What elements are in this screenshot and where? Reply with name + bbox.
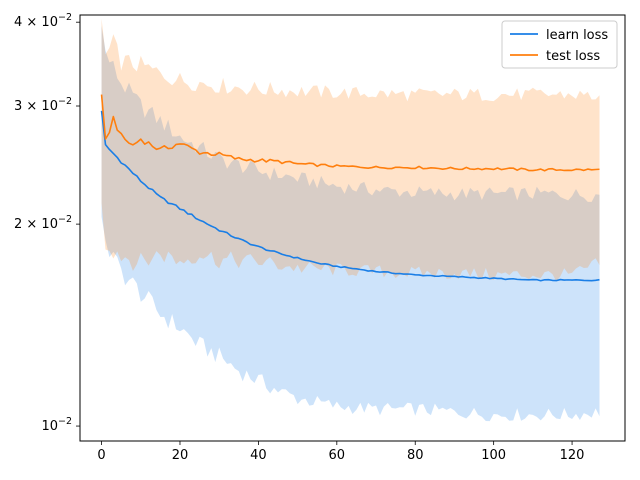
band-test-loss bbox=[101, 18, 600, 282]
legend-label-test-loss: test loss bbox=[546, 49, 600, 64]
series-lines bbox=[100, 94, 600, 282]
legend-label-learn-loss: learn loss bbox=[546, 28, 608, 43]
x-tick-label: 40 bbox=[250, 448, 267, 463]
y-tick-label: 3 × 10−2 bbox=[14, 96, 72, 114]
x-tick-label: 60 bbox=[329, 448, 346, 463]
line-test-loss bbox=[100, 94, 600, 172]
axes-frame bbox=[79, 14, 626, 442]
y-tick-label: 10−2 bbox=[41, 416, 72, 434]
x-tick-label: 80 bbox=[407, 448, 424, 463]
legend: learn loss test loss bbox=[501, 20, 618, 69]
x-tick-label: 100 bbox=[481, 448, 506, 463]
y-axis: 10−2 2 × 10−2 3 × 10−2 4 × 10−2 bbox=[14, 12, 80, 434]
band-learn-loss bbox=[101, 25, 600, 422]
x-tick-label: 20 bbox=[172, 448, 189, 463]
y-tick-label: 2 × 10−2 bbox=[14, 214, 72, 232]
x-tick-label: 0 bbox=[97, 448, 105, 463]
legend-box bbox=[501, 20, 618, 69]
x-axis: 0 20 40 60 80 100 120 bbox=[97, 441, 584, 463]
confidence-bands bbox=[101, 18, 600, 422]
line-learn-loss bbox=[100, 110, 600, 282]
x-tick-label: 120 bbox=[560, 448, 585, 463]
y-tick-label: 4 × 10−2 bbox=[14, 12, 72, 30]
